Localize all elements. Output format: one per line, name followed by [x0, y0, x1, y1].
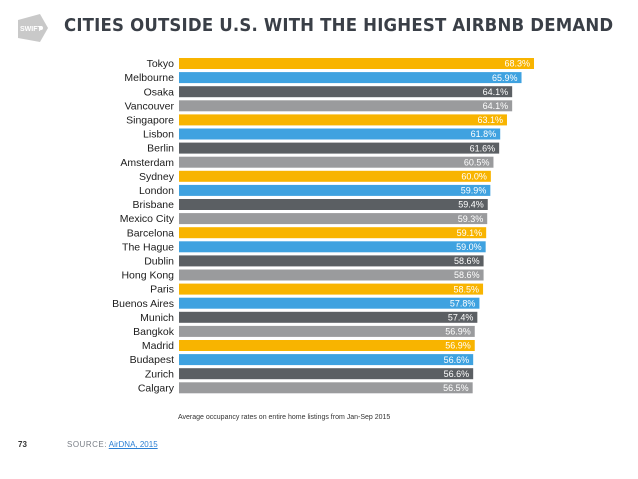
category-label: The Hague — [122, 241, 174, 253]
bar — [179, 86, 513, 98]
bar-value-label: 58.6% — [454, 270, 480, 280]
bar-value-label: 59.9% — [461, 186, 487, 196]
logo-tag-hole — [39, 26, 43, 30]
category-label: London — [139, 185, 174, 197]
source-link[interactable]: AirDNA, 2015 — [108, 440, 158, 449]
bar-value-label: 56.6% — [444, 355, 470, 365]
bar — [179, 128, 501, 140]
bar-value-label: 60.0% — [461, 172, 487, 182]
category-label: Vancouver — [125, 100, 175, 112]
bar — [179, 114, 507, 126]
bar — [179, 325, 475, 337]
bar — [179, 142, 500, 154]
category-label: Dublin — [144, 256, 174, 268]
category-label: Brisbane — [133, 199, 175, 211]
bar-value-label: 68.3% — [504, 59, 530, 69]
category-label: Amsterdam — [120, 157, 174, 169]
bar — [179, 241, 486, 253]
bar-value-label: 59.3% — [458, 214, 484, 224]
bar — [179, 72, 522, 84]
category-label: Paris — [150, 284, 174, 296]
bar-value-label: 59.1% — [457, 228, 483, 238]
category-label: Hong Kong — [121, 270, 174, 282]
source-label: SOURCE: — [67, 440, 107, 449]
bar-value-label: 60.5% — [464, 157, 490, 167]
category-label: Calgary — [138, 382, 175, 394]
logo-tag-shape — [18, 14, 48, 42]
category-label: Melbourne — [124, 72, 174, 84]
bar-value-label: 58.6% — [454, 256, 480, 266]
chart-caption: Average occupancy rates on entire home l… — [178, 414, 391, 421]
category-label: Osaka — [144, 86, 175, 98]
category-label: Tokyo — [147, 58, 175, 70]
bar — [179, 283, 484, 295]
bar-chart: Tokyo 68.3% Melbourne 65.9% Osaka 64.1% Vancou… — [112, 58, 534, 394]
bar — [179, 269, 484, 281]
category-label: Budapest — [130, 354, 174, 366]
category-label: Singapore — [126, 115, 174, 127]
bar-value-label: 61.8% — [471, 129, 497, 139]
bar — [179, 354, 474, 366]
bar — [179, 199, 488, 210]
bar — [179, 58, 534, 69]
category-label: Barcelona — [127, 227, 174, 239]
source-line: SOURCE: AirDNA, 2015 — [67, 440, 158, 449]
category-label: Zurich — [145, 368, 174, 380]
bar — [179, 382, 473, 394]
bar-value-label: 64.1% — [483, 101, 509, 111]
page-number: 73 — [18, 440, 27, 449]
bar — [179, 100, 513, 112]
bar — [179, 311, 478, 323]
bar-value-label: 56.9% — [445, 327, 471, 337]
bar — [179, 156, 494, 168]
bar — [179, 227, 487, 239]
bar-value-label: 59.4% — [458, 200, 484, 210]
logo-text: SWIFT — [20, 26, 42, 33]
category-label: Madrid — [142, 340, 174, 352]
category-label: Sydney — [139, 171, 175, 183]
bar — [179, 340, 475, 351]
bar — [179, 368, 474, 380]
bar — [179, 170, 491, 182]
bar-value-label: 56.9% — [445, 341, 471, 351]
bar — [179, 297, 480, 309]
category-label: Mexico City — [120, 213, 175, 225]
category-label: Bangkok — [133, 326, 175, 338]
bar — [179, 213, 488, 225]
bar-value-label: 64.1% — [483, 87, 509, 97]
category-label: Lisbon — [143, 129, 174, 141]
bar-value-label: 58.5% — [454, 284, 480, 294]
bar-value-label: 63.1% — [477, 115, 503, 125]
bar-value-label: 61.6% — [470, 143, 496, 153]
bar — [179, 184, 491, 196]
bar-value-label: 56.6% — [444, 369, 470, 379]
category-label: Berlin — [147, 143, 174, 155]
bar — [179, 255, 484, 267]
bar-value-label: 57.4% — [448, 313, 474, 323]
bar-value-label: 65.9% — [492, 73, 518, 83]
category-label: Buenos Aires — [112, 298, 174, 310]
page-title: CITIES OUTSIDE U.S. WITH THE HIGHEST AIR… — [64, 15, 614, 36]
swift-logo: SWIFT — [18, 14, 48, 42]
bar-value-label: 57.8% — [450, 298, 476, 308]
category-label: Munich — [140, 312, 174, 324]
bar-value-label: 59.0% — [456, 242, 482, 252]
bar-value-label: 56.5% — [443, 383, 469, 393]
